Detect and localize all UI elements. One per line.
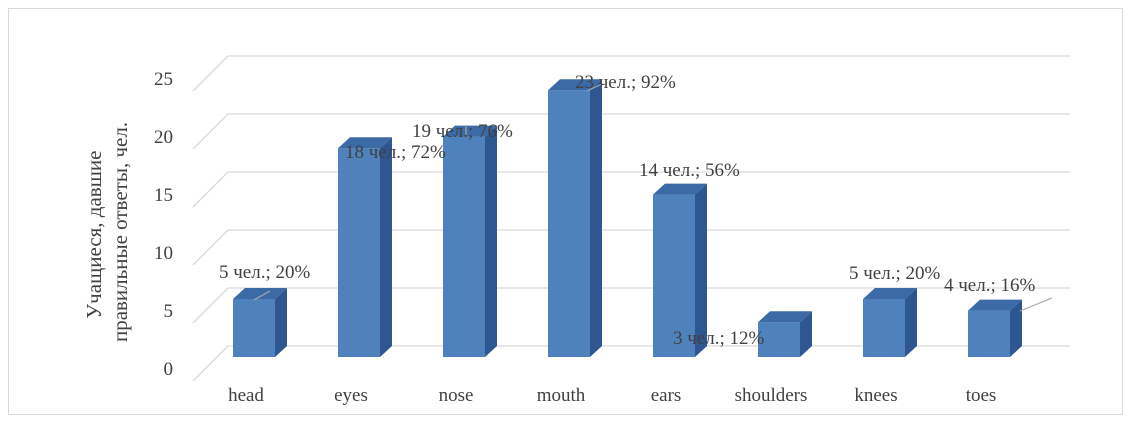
bar-ears	[653, 183, 707, 357]
bar-head	[233, 288, 287, 357]
y-tick-label: 0	[164, 359, 174, 380]
bars	[233, 79, 1022, 357]
y-axis-ticks: 0 5 10 15 20 25	[154, 69, 173, 380]
data-label: 5 чел.; 20%	[219, 262, 310, 283]
bar-knees	[863, 288, 917, 357]
category-label: toes	[966, 385, 997, 406]
data-label: 23 чел.; 92%	[575, 72, 676, 93]
y-tick-label: 25	[154, 69, 173, 90]
gridline	[192, 229, 1070, 266]
data-label-leader	[1019, 297, 1053, 312]
data-label: 14 чел.; 56%	[639, 160, 740, 181]
data-label: 18 чел.; 72%	[345, 142, 446, 163]
gridline	[192, 171, 1070, 208]
bar-eyes	[338, 137, 392, 357]
category-label: shoulders	[735, 385, 808, 406]
gridline	[192, 345, 1070, 382]
y-axis-title: Учащиеся, давшие правильные ответы, чел.	[82, 122, 132, 342]
data-labels: 5 чел.; 20% 18 чел.; 72%19 чел.; 76% 23 че…	[219, 72, 1053, 349]
y-axis-title-line-2: правильные ответы, чел.	[108, 122, 132, 342]
gridline	[192, 113, 1070, 150]
data-label-leader	[586, 83, 603, 92]
x-axis-categories: head eyes nose mouth ears shoulders knees toes	[228, 385, 996, 406]
gridline	[192, 287, 1070, 324]
data-label: 4 чел.; 16%	[944, 275, 1035, 296]
bar-toes	[968, 299, 1022, 357]
y-axis-title-line-1: Учащиеся, давшие	[82, 151, 106, 319]
bar-shoulders	[758, 311, 812, 357]
gridline	[192, 55, 1070, 92]
category-label: ears	[651, 385, 682, 406]
category-label: eyes	[334, 385, 368, 406]
y-tick-label: 15	[154, 185, 173, 206]
chart-frame	[8, 8, 1123, 415]
category-label: mouth	[537, 385, 586, 406]
y-tick-label: 10	[154, 243, 173, 264]
category-label: knees	[854, 385, 897, 406]
y-tick-label: 5	[164, 301, 174, 322]
category-label: head	[228, 385, 264, 406]
category-label: nose	[439, 385, 474, 406]
y-tick-label: 20	[154, 127, 173, 148]
bar-nose	[443, 125, 497, 357]
gridlines	[192, 55, 1070, 382]
bar-mouth	[548, 79, 602, 357]
data-label: 3 чел.; 12%	[673, 328, 764, 349]
data-label: 5 чел.; 20%	[849, 263, 940, 284]
data-label-leader	[253, 290, 271, 301]
data-label: 19 чел.; 76%	[412, 121, 513, 142]
